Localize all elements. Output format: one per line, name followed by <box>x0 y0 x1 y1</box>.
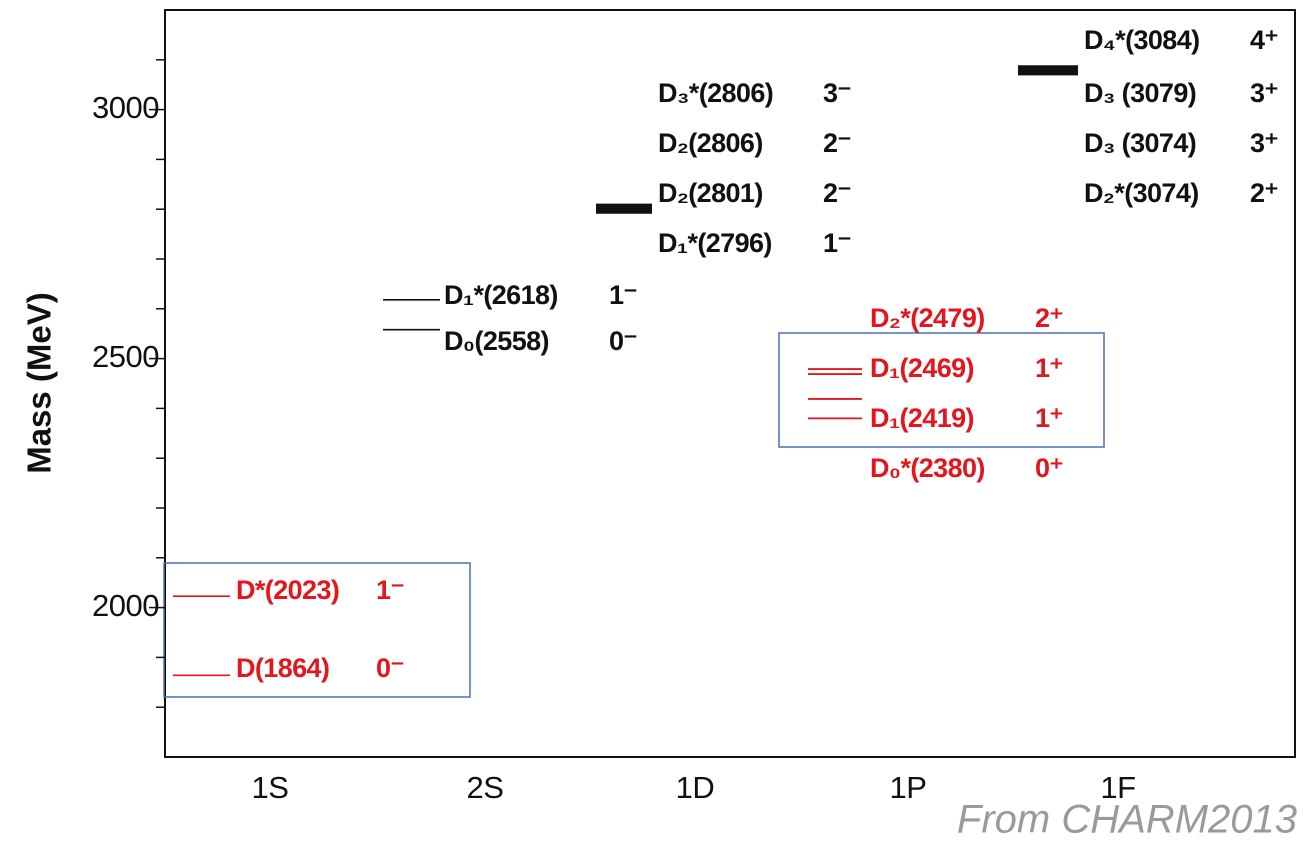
level-label: D₁(2469) <box>870 353 974 383</box>
level-jp: 0⁺ <box>1035 453 1063 483</box>
x-tick-label: 1P <box>890 770 927 805</box>
highlight-box <box>778 332 1105 448</box>
y-tick-label: 2000 <box>92 588 159 623</box>
level-label: D₁(2419) <box>870 403 974 433</box>
level-jp: 4⁺ <box>1250 25 1278 55</box>
level-jp: 1⁺ <box>1035 353 1063 383</box>
level-label: D₁*(2796) <box>658 228 772 258</box>
level-jp: 1⁻ <box>609 280 637 310</box>
level-jp: 0⁻ <box>376 653 404 683</box>
source-note: From CHARM2013 <box>957 798 1297 842</box>
level-label: D₂(2801) <box>658 178 763 208</box>
y-axis-label: Mass (MeV) <box>21 292 58 474</box>
x-tick-label: 1D <box>676 770 715 805</box>
highlight-box <box>163 562 471 698</box>
level-label: D₁*(2618) <box>444 280 558 310</box>
level-label: D₄*(3084) <box>1084 25 1200 55</box>
level-jp: 3⁺ <box>1250 128 1278 158</box>
level-label: D₃ (3074) <box>1084 128 1196 158</box>
level-jp: 2⁺ <box>1250 178 1278 208</box>
level-jp: 1⁻ <box>823 228 851 258</box>
level-label: D(1864) <box>236 653 329 683</box>
level-label: D₂(2806) <box>658 128 763 158</box>
x-tick-label: 2S <box>467 770 504 805</box>
x-tick-label: 1F <box>1100 770 1135 805</box>
level-label: D₀*(2380) <box>870 453 985 483</box>
level-jp: 1⁻ <box>376 575 404 605</box>
level-label: D₂*(3074) <box>1084 178 1199 208</box>
level-jp: 3⁺ <box>1250 78 1278 108</box>
x-tick-label: 1S <box>252 770 289 805</box>
level-label: D₃*(2806) <box>658 78 773 108</box>
level-jp: 1⁺ <box>1035 403 1063 433</box>
level-label: D*(2023) <box>236 575 339 605</box>
level-jp: 0⁻ <box>609 326 637 356</box>
level-jp: 3⁻ <box>823 78 851 108</box>
level-label: D₂*(2479) <box>870 303 985 333</box>
plot-frame <box>164 9 1296 758</box>
level-jp: 2⁺ <box>1035 303 1063 333</box>
level-label: D₃ (3079) <box>1084 78 1196 108</box>
y-tick-label: 3000 <box>92 90 159 125</box>
level-jp: 2⁻ <box>823 178 851 208</box>
level-label: D₀(2558) <box>444 326 549 356</box>
level-jp: 2⁻ <box>823 128 851 158</box>
y-tick-label: 2500 <box>92 339 159 374</box>
